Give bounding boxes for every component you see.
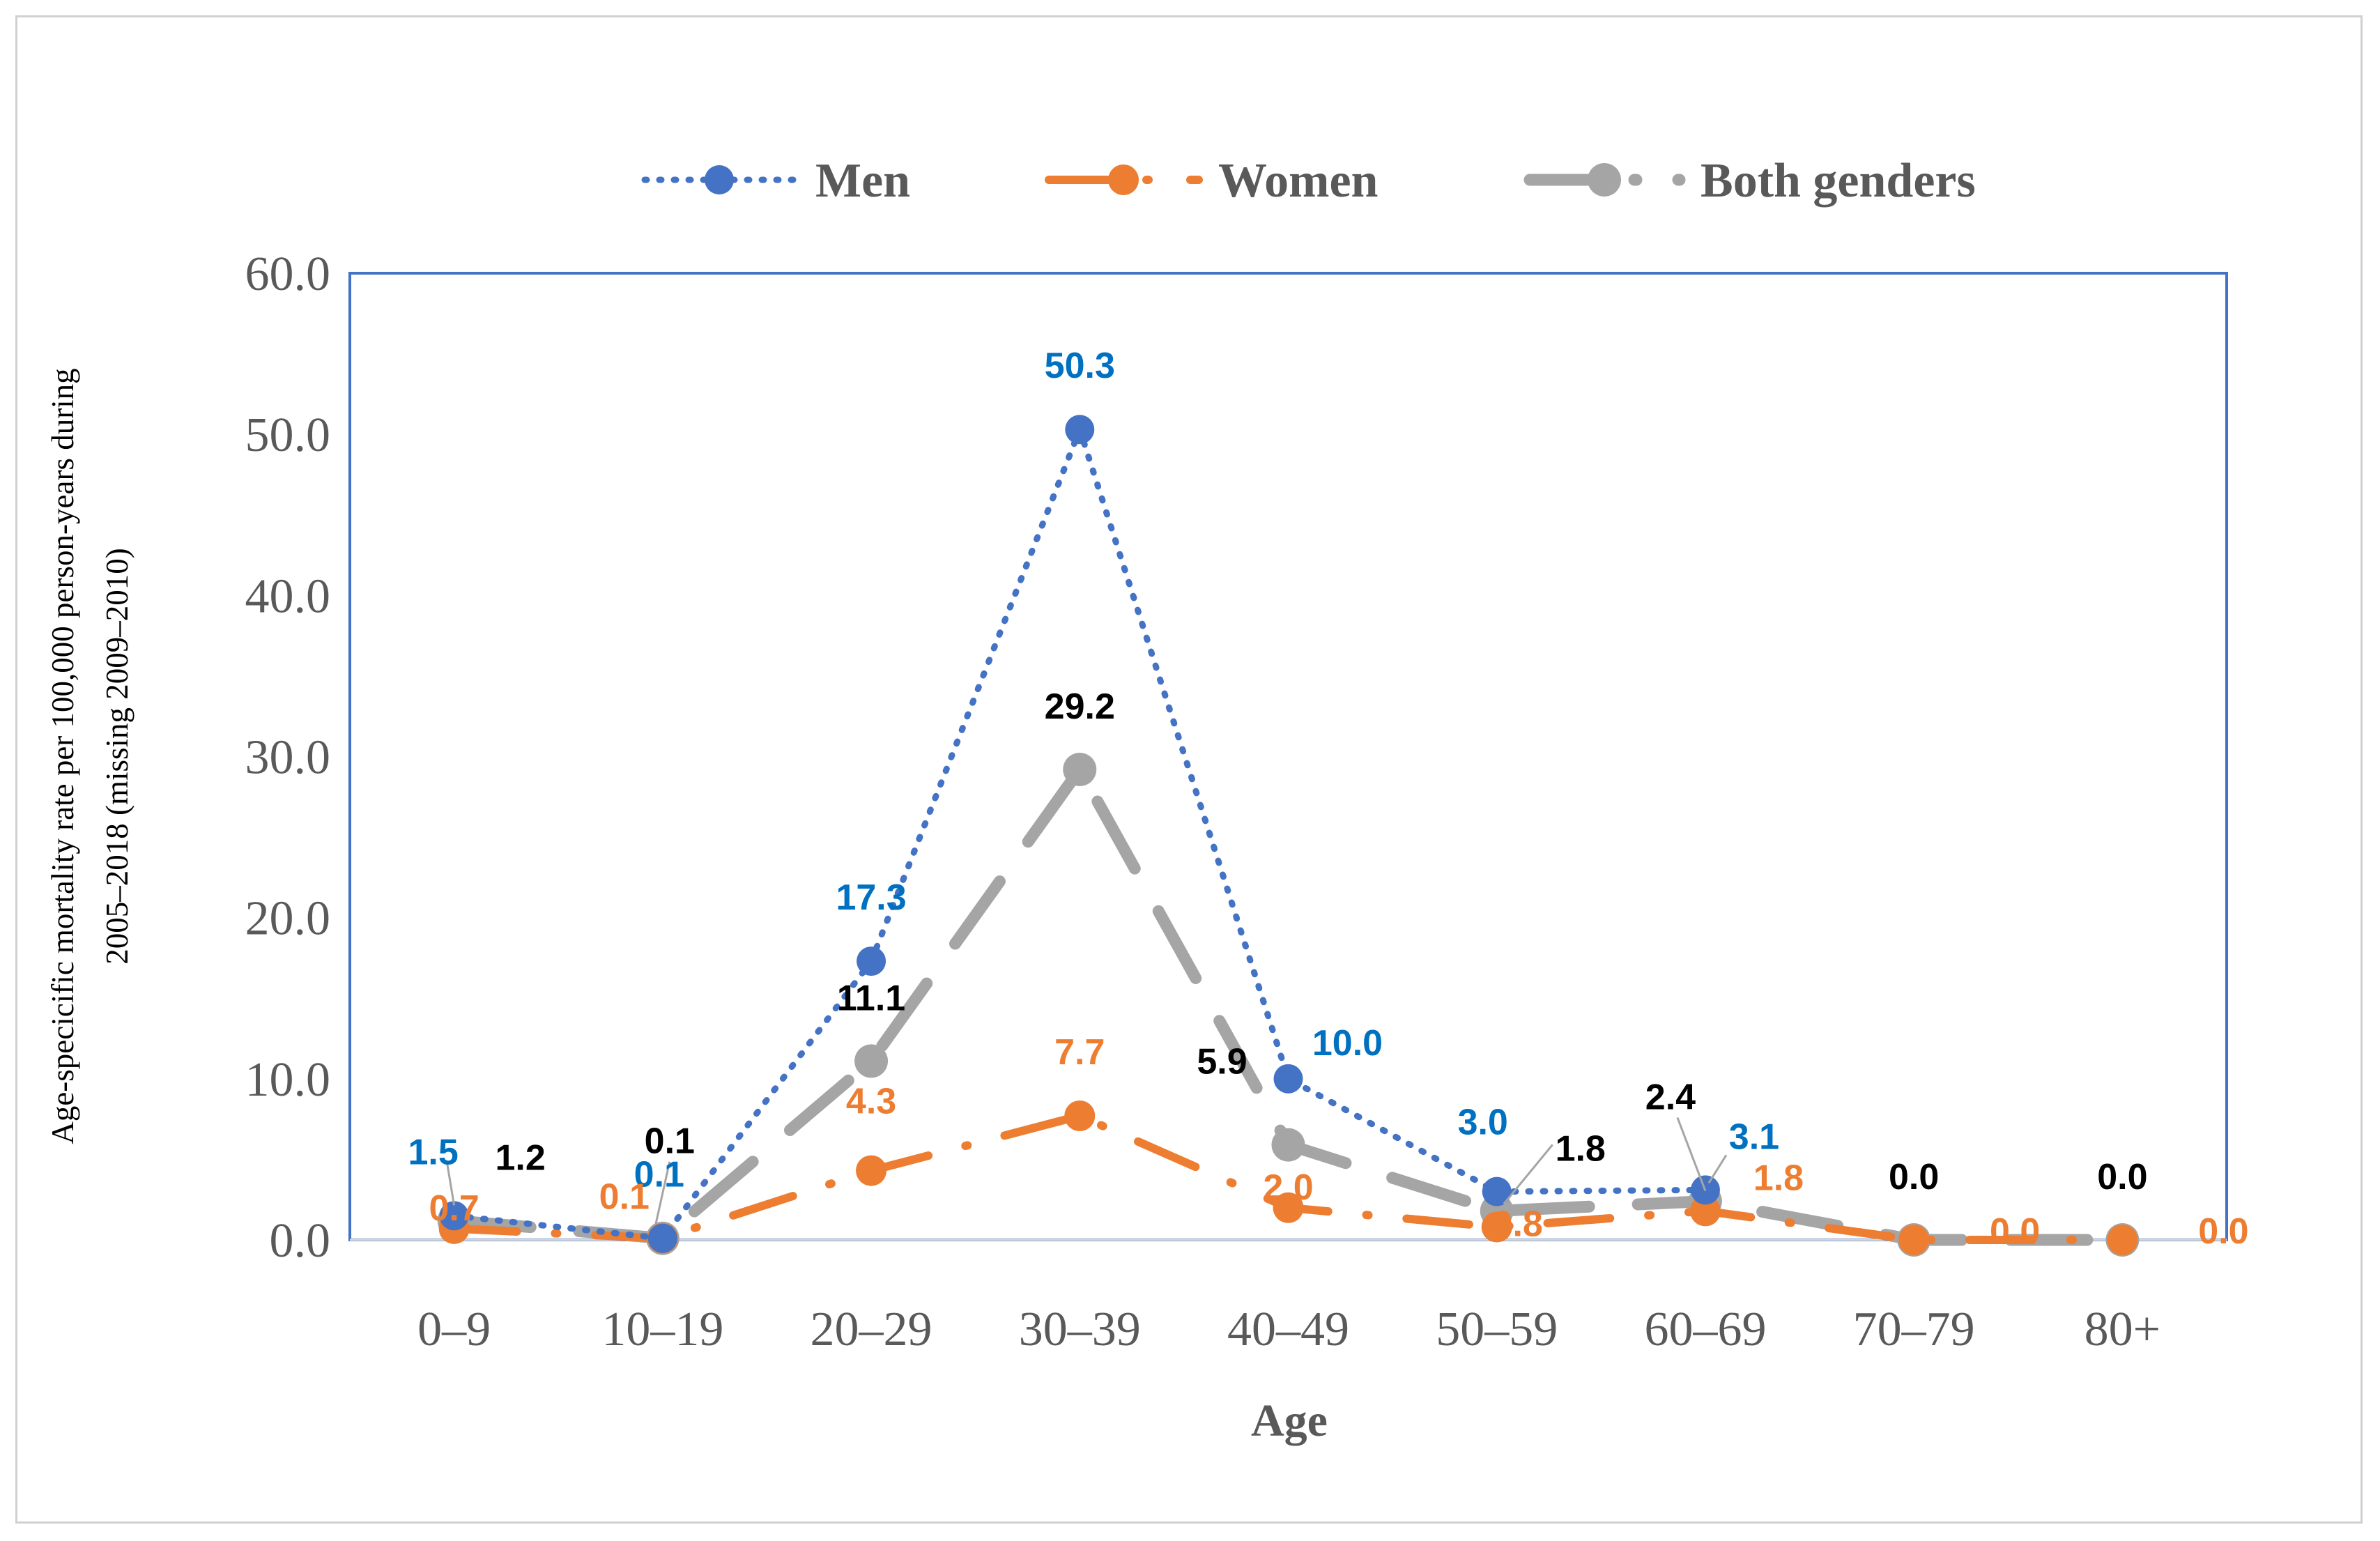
- plot-area: [348, 272, 2228, 1241]
- data-point: [647, 1223, 677, 1253]
- data-label: 0.1: [645, 1121, 695, 1162]
- data-label: 1.8: [1556, 1128, 1606, 1169]
- data-point: [1481, 1211, 1512, 1243]
- data-label: 11.1: [837, 978, 905, 1018]
- data-point: [1271, 1128, 1305, 1162]
- legend-item-men: Men: [641, 154, 910, 208]
- x-tick-label: 60–69: [1644, 1303, 1766, 1356]
- data-point: [1273, 1064, 1303, 1094]
- data-label: 50.3: [1045, 346, 1115, 386]
- data-point: [1482, 1176, 1512, 1206]
- data-label: 2.0: [1263, 1167, 1313, 1208]
- legend-swatch-marker: [1108, 164, 1139, 195]
- data-label: 3.1: [1729, 1117, 1779, 1157]
- data-label: 3.0: [1458, 1103, 1508, 1143]
- data-point: [1065, 415, 1095, 445]
- y-axis-title: Age-specicific mortality rate per 100,00…: [45, 368, 135, 1144]
- y-tick-label: 0.0: [270, 1214, 331, 1268]
- leader-line: [1676, 1117, 1707, 1192]
- x-tick-label: 10–19: [601, 1303, 723, 1356]
- data-point: [1689, 1195, 1721, 1227]
- x-tick-label: 0–9: [417, 1303, 491, 1356]
- data-label: 1.8: [1753, 1158, 1804, 1198]
- leader-line: [654, 1161, 671, 1225]
- leader-lines: [446, 1117, 1728, 1225]
- legend: Men Women Both genders: [641, 154, 1976, 208]
- x-tick-label: 80+: [2085, 1303, 2160, 1356]
- data-label: 0.0: [1990, 1211, 2040, 1252]
- data-point: [856, 1155, 887, 1186]
- data-label: 5.9: [1197, 1042, 1247, 1082]
- leader-line: [1707, 1154, 1728, 1184]
- data-label: 1.5: [408, 1132, 458, 1172]
- data-point: [1063, 752, 1097, 786]
- data-point: [2107, 1225, 2138, 1255]
- legend-item-both-genders: Both genders: [1523, 154, 1976, 208]
- data-label: 17.3: [836, 877, 906, 918]
- data-point: [1064, 1101, 1096, 1132]
- x-tick-labels: 0–9 10–19 20–29 30–39 40–49 50–59 60–69 70–79 80…: [417, 1303, 2160, 1356]
- legend-item-women: Women: [1045, 154, 1378, 208]
- data-label: 0.1: [634, 1155, 684, 1195]
- legend-label: Women: [1218, 154, 1378, 208]
- y-tick-label: 60.0: [245, 247, 331, 301]
- y-tick-label: 50.0: [245, 408, 331, 462]
- data-point: [857, 946, 886, 976]
- x-axis-title: Age: [1251, 1395, 1328, 1446]
- data-label: 2.4: [1645, 1078, 1696, 1118]
- y-axis-title-line2: 2005–2018 (missing 2009–2010): [100, 548, 135, 965]
- data-label: 0.7: [429, 1188, 479, 1229]
- data-label: 0.0: [2097, 1157, 2147, 1197]
- leader-line: [446, 1163, 456, 1206]
- data-label: 7.7: [1054, 1032, 1105, 1073]
- data-point: [854, 1044, 889, 1078]
- x-tick-label: 70–79: [1853, 1303, 1975, 1356]
- chart-frame: [15, 15, 2363, 1524]
- y-axis-title-line1: Age-specicific mortality rate per 100,00…: [45, 368, 80, 1144]
- x-tick-label: 50–59: [1436, 1303, 1558, 1356]
- data-label: 29.2: [1045, 687, 1115, 727]
- data-label: 4.3: [846, 1082, 896, 1122]
- legend-label: Both genders: [1700, 154, 1976, 208]
- x-tick-label: 30–39: [1019, 1303, 1141, 1356]
- data-label: 0.1: [599, 1177, 650, 1218]
- data-point: [1273, 1192, 1304, 1223]
- y-tick-labels: 0.0 10.0 20.0 30.0 40.0 50.0 60.0: [245, 247, 331, 1268]
- leader-line: [1503, 1144, 1553, 1205]
- y-tick-label: 20.0: [245, 892, 331, 946]
- legend-label: Men: [815, 154, 910, 208]
- series-layer: [437, 415, 2140, 1257]
- data-label: 10.0: [1312, 1023, 1383, 1064]
- data-label: 1.2: [495, 1137, 545, 1178]
- data-labels: 1.5 0.1 17.3 50.3 10.0 3.0 3.1 0.7 0.1 4.3 7.7 2.0 0…: [408, 346, 2248, 1252]
- series-men: [439, 415, 1720, 1253]
- legend-swatch-marker: [1588, 163, 1621, 197]
- data-label: 0.0: [1889, 1157, 1939, 1197]
- y-tick-label: 10.0: [245, 1053, 331, 1107]
- x-tick-label: 20–29: [811, 1303, 932, 1356]
- data-label: 0.8: [1493, 1204, 1543, 1245]
- data-point: [1898, 1225, 1930, 1255]
- y-tick-label: 30.0: [245, 731, 331, 785]
- data-label: 0.0: [2198, 1211, 2248, 1252]
- x-tick-label: 40–49: [1227, 1303, 1349, 1356]
- y-tick-label: 40.0: [245, 569, 331, 623]
- data-point: [439, 1201, 469, 1231]
- legend-swatch-marker: [705, 165, 734, 194]
